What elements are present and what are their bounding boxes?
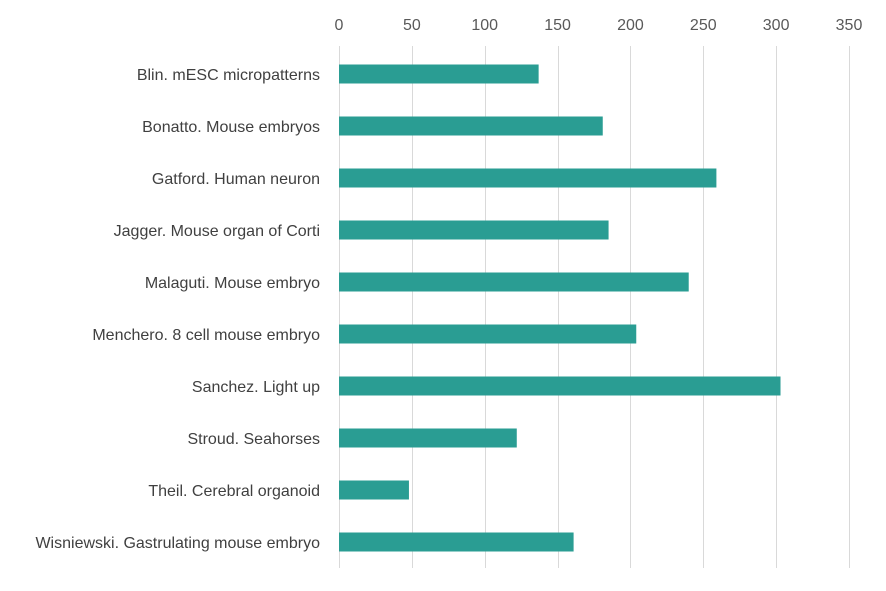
- category-label: Menchero. 8 cell mouse embryo: [92, 327, 320, 344]
- x-tick-label: 150: [544, 17, 571, 34]
- category-label: Malaguti. Mouse embryo: [145, 275, 320, 292]
- category-label: Stroud. Seahorses: [187, 431, 320, 448]
- x-tick-label: 300: [763, 17, 790, 34]
- x-tick-label: 0: [335, 17, 344, 34]
- bar: [339, 116, 603, 136]
- bar: [339, 168, 717, 188]
- x-tick-label: 250: [690, 17, 717, 34]
- bar: [339, 428, 517, 448]
- bar: [339, 532, 574, 552]
- x-axis-ticks: 0 50 100 150 200 250 300 350: [335, 17, 863, 34]
- x-tick-label: 100: [471, 17, 498, 34]
- bar: [339, 220, 609, 240]
- bar: [339, 272, 689, 292]
- category-label: Sanchez. Light up: [192, 379, 320, 396]
- category-label: Bonatto. Mouse embryos: [142, 119, 320, 136]
- bar: [339, 376, 781, 396]
- bar: [339, 64, 539, 84]
- x-tick-label: 200: [617, 17, 644, 34]
- category-label: Blin. mESC micropatterns: [137, 67, 320, 84]
- category-labels: Blin. mESC micropatterns Bonatto. Mouse e…: [35, 67, 320, 552]
- bar: [339, 324, 637, 344]
- bar: [339, 480, 409, 500]
- bars: [339, 64, 781, 552]
- x-tick-label: 350: [836, 17, 863, 34]
- category-label: Gatford. Human neuron: [152, 171, 320, 188]
- category-label: Jagger. Mouse organ of Corti: [114, 223, 320, 240]
- category-label: Theil. Cerebral organoid: [148, 483, 320, 500]
- x-tick-label: 50: [403, 17, 421, 34]
- category-label: Wisniewski. Gastrulating mouse embryo: [35, 535, 320, 552]
